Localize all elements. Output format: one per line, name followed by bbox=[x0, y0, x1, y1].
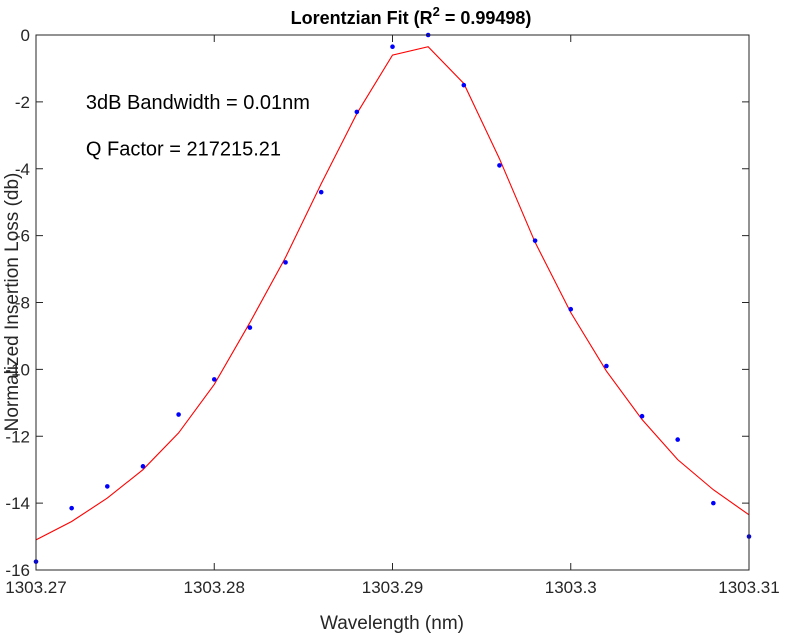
data-point bbox=[711, 500, 716, 506]
y-tick-label: -14 bbox=[5, 494, 30, 513]
chart-title-end: = 0.99498) bbox=[440, 8, 532, 28]
x-tick-label: 1303.27 bbox=[5, 578, 66, 597]
chart-title: Lorentzian Fit (R2 = 0.99498) bbox=[291, 4, 532, 28]
y-tick-label: -6 bbox=[15, 227, 30, 246]
x-tick-label: 1303.3 bbox=[545, 578, 597, 597]
data-point bbox=[69, 505, 74, 511]
x-tick-label: 1303.31 bbox=[718, 578, 779, 597]
chart-title-main: Lorentzian Fit (R bbox=[291, 8, 433, 28]
data-point bbox=[354, 109, 360, 115]
annotations: 3dB Bandwidth = 0.01nm Q Factor = 217215.… bbox=[86, 92, 310, 161]
data-point bbox=[390, 44, 395, 49]
x-tick-label: 1303.28 bbox=[184, 578, 245, 597]
data-point bbox=[247, 325, 253, 330]
data-point bbox=[105, 484, 110, 489]
data-points-layer bbox=[33, 32, 752, 564]
data-point bbox=[176, 412, 181, 417]
data-point bbox=[532, 238, 538, 243]
lorentzian-fit-line bbox=[35, 46, 750, 541]
plot-area bbox=[36, 35, 749, 570]
data-point bbox=[639, 413, 645, 419]
data-point bbox=[140, 464, 146, 469]
x-ticks: 1303.27 1303.28 1303.29 1303.3 1303.31 bbox=[5, 35, 780, 597]
x-axis-label: Wavelength (nm) bbox=[320, 613, 464, 634]
annotation-text: 3dB Bandwidth = 0.01nm bbox=[86, 92, 310, 114]
y-tick-label: 0 bbox=[21, 26, 30, 45]
y-tick-label: -12 bbox=[5, 427, 30, 446]
y-tick-label: -8 bbox=[15, 294, 30, 313]
data-point bbox=[211, 377, 217, 382]
y-tick-label: -4 bbox=[15, 160, 30, 179]
fit-line-layer bbox=[35, 46, 750, 541]
data-point bbox=[283, 260, 288, 265]
data-point bbox=[318, 189, 324, 195]
y-axis-label: Normalized Insertion Loss (db) bbox=[2, 173, 23, 432]
data-point bbox=[675, 437, 680, 442]
chart-title-superscript: 2 bbox=[433, 4, 440, 19]
annotation-text: Q Factor = 217215.21 bbox=[86, 139, 281, 161]
y-ticks: -16 -14 -12 -10 -8 -6 -4 -2 0 bbox=[5, 26, 749, 580]
data-point bbox=[568, 306, 574, 312]
y-tick-label: -2 bbox=[15, 93, 30, 112]
data-point bbox=[497, 163, 502, 168]
data-point bbox=[461, 82, 467, 88]
y-tick-label: -16 bbox=[5, 561, 30, 580]
data-point bbox=[604, 363, 609, 369]
x-tick-label: 1303.29 bbox=[362, 578, 423, 597]
y-tick-label: -10 bbox=[5, 360, 30, 379]
